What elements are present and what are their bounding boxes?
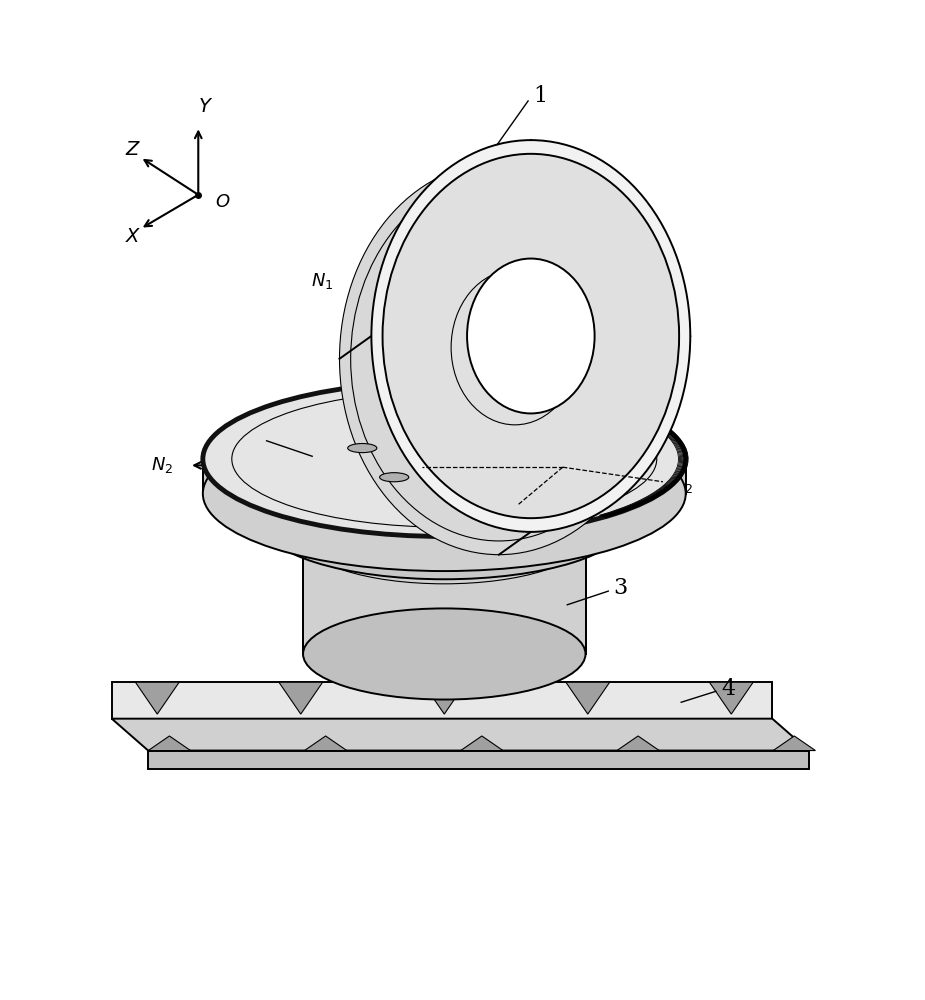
Text: $X$: $X$ (125, 228, 142, 246)
Polygon shape (709, 682, 753, 714)
Polygon shape (773, 736, 816, 751)
Ellipse shape (372, 140, 690, 532)
Ellipse shape (402, 444, 432, 453)
Ellipse shape (303, 608, 586, 700)
Ellipse shape (462, 488, 490, 497)
Text: $N_1$: $N_1$ (311, 271, 333, 291)
Polygon shape (148, 736, 191, 751)
Text: $a$: $a$ (360, 359, 372, 377)
Ellipse shape (466, 444, 495, 453)
Ellipse shape (403, 480, 486, 505)
Ellipse shape (262, 435, 626, 550)
Text: $Y$: $Y$ (198, 98, 213, 116)
Text: $v_f$: $v_f$ (637, 425, 656, 443)
Text: $O$: $O$ (215, 193, 230, 211)
Polygon shape (423, 682, 466, 714)
Text: $V$: $V$ (510, 500, 524, 518)
Ellipse shape (512, 447, 541, 456)
Polygon shape (135, 682, 179, 714)
Ellipse shape (203, 416, 685, 571)
Ellipse shape (303, 476, 586, 567)
Polygon shape (304, 736, 347, 751)
Polygon shape (461, 736, 503, 751)
Text: $V_1$: $V_1$ (387, 457, 408, 477)
Ellipse shape (348, 444, 376, 453)
Ellipse shape (339, 163, 659, 555)
Ellipse shape (203, 382, 685, 536)
Text: $Z$: $Z$ (125, 141, 142, 159)
Ellipse shape (383, 154, 679, 518)
Ellipse shape (467, 259, 595, 413)
Ellipse shape (517, 488, 545, 497)
Polygon shape (617, 736, 660, 751)
Polygon shape (279, 682, 323, 714)
Ellipse shape (379, 473, 409, 482)
Text: 1: 1 (534, 85, 548, 107)
Text: 3: 3 (614, 577, 628, 599)
Polygon shape (262, 493, 626, 522)
Text: $N_2$: $N_2$ (151, 455, 173, 475)
Polygon shape (566, 682, 610, 714)
Polygon shape (112, 682, 772, 719)
Ellipse shape (399, 488, 426, 497)
Ellipse shape (403, 512, 486, 537)
Polygon shape (148, 751, 808, 769)
Ellipse shape (262, 464, 626, 579)
Text: 4: 4 (722, 678, 735, 700)
Polygon shape (112, 719, 808, 751)
Ellipse shape (344, 488, 372, 497)
Polygon shape (203, 459, 685, 494)
Polygon shape (303, 522, 586, 654)
Text: $V_2$: $V_2$ (672, 475, 693, 495)
Text: 2: 2 (246, 427, 260, 449)
